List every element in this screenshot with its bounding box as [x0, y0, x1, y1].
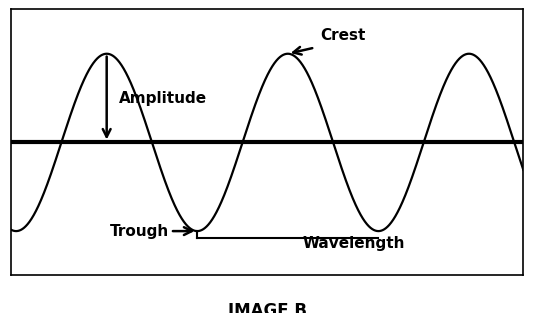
Text: Amplitude: Amplitude: [120, 90, 208, 105]
Text: IMAGE B: IMAGE B: [227, 302, 307, 313]
Text: Wavelength: Wavelength: [302, 235, 405, 250]
Text: Trough: Trough: [111, 223, 170, 239]
Text: Crest: Crest: [320, 28, 366, 43]
